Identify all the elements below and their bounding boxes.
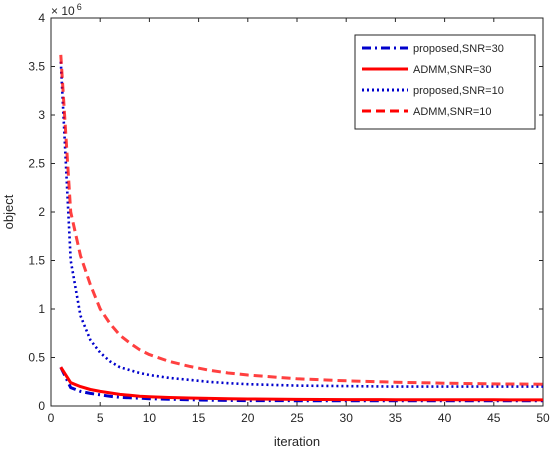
legend-items: proposed,SNR=30 ADMM,SNR=30 proposed,SNR=1… <box>362 43 504 118</box>
y-tick-label: 1 <box>38 302 45 316</box>
y-tick-label: 4 <box>38 11 45 25</box>
x-tick-label: 5 <box>97 411 104 425</box>
x-tick-label: 15 <box>192 411 206 425</box>
x-tick-label: 25 <box>290 411 304 425</box>
y-axis: 0 0.5 1 1.5 2 2.5 3 3.5 4 <box>28 11 543 413</box>
series-line-1 <box>59 366 543 403</box>
y-tick-label: 1.5 <box>28 254 45 268</box>
series-line-2 <box>59 366 544 402</box>
x-tick-label: 40 <box>438 411 452 425</box>
legend-box <box>354 34 536 130</box>
y-exponent-label: × 10 6 <box>51 2 82 18</box>
x-tick-label: 20 <box>241 411 255 425</box>
y-tick-label: 3.5 <box>28 60 45 74</box>
x-tick-label: 35 <box>389 411 403 425</box>
x-axis: 0 5 10 15 20 25 30 35 40 45 50 <box>48 18 550 425</box>
x-tick-label: 0 <box>48 411 55 425</box>
y-tick-label: 2.5 <box>28 157 45 171</box>
x-tick-label: 10 <box>143 411 157 425</box>
legend-label-3: proposed,SNR=10 <box>413 85 504 97</box>
y-axis-label: object <box>1 194 16 229</box>
series-line-4 <box>59 54 544 386</box>
y-tick-label: 0 <box>38 399 45 413</box>
y-exponent-power: 6 <box>77 2 82 12</box>
x-tick-label: 30 <box>340 411 354 425</box>
y-tick-label: 2 <box>38 205 45 219</box>
y-tick-label: 0.5 <box>28 351 45 365</box>
legend-label-1: proposed,SNR=30 <box>413 43 504 55</box>
y-tick-label: 3 <box>38 108 45 122</box>
series-line-3 <box>59 61 543 388</box>
legend-label-2: ADMM,SNR=30 <box>413 64 492 76</box>
series-group <box>59 54 544 403</box>
x-tick-label: 45 <box>487 411 501 425</box>
legend-label-4: ADMM,SNR=10 <box>413 106 492 118</box>
x-axis-label: iteration <box>274 434 320 449</box>
legend: proposed,SNR=30 ADMM,SNR=30 proposed,SNR=1… <box>354 34 536 130</box>
x-tick-label: 50 <box>536 411 550 425</box>
